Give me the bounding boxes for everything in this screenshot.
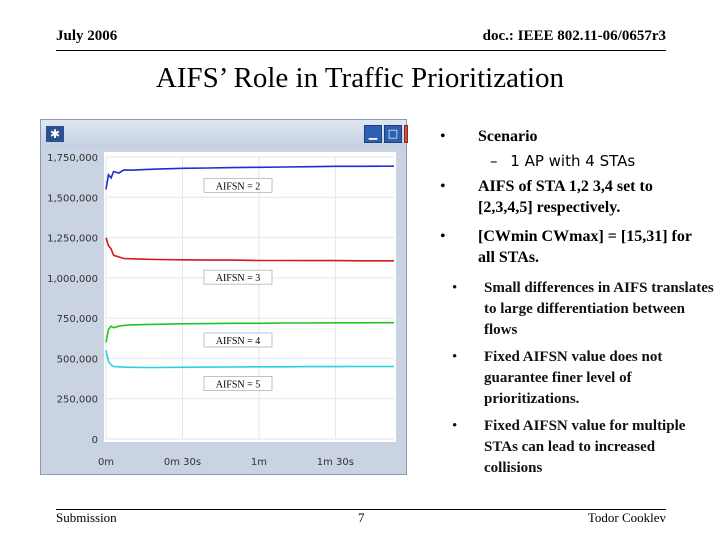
- x-tick-label: 0m: [98, 457, 114, 468]
- header-date: July 2006: [56, 28, 118, 44]
- bullet-icon: •: [452, 280, 458, 296]
- series-label-box: [203, 177, 273, 193]
- throughput-chart: 1,750,000 1,500,000 1,250,000 1,000,000 750,…: [47, 152, 396, 468]
- footer-author: Todor Cooklev: [587, 510, 666, 525]
- star-icon: ✱: [46, 126, 64, 142]
- series-label-text: AIFSN = 5: [216, 379, 261, 390]
- series-label-box: [203, 269, 273, 285]
- dash-icon: –: [490, 152, 498, 170]
- y-tick-label: 250,000: [57, 395, 98, 406]
- series-label-4: AIFSN = 5: [203, 376, 273, 391]
- bullet-aifs-text: AIFS of STA 1,2 3,4 set to [2,3,4,5] res…: [478, 178, 653, 216]
- y-tick-label: 500,000: [57, 354, 98, 365]
- bullet-fixed-aifsn-text: Fixed AIFSN value does not guarantee fin…: [484, 349, 663, 407]
- series-line-3: [105, 321, 395, 343]
- chart-window-titlebar[interactable]: ✱ ▁ □: [41, 120, 408, 148]
- bullet-collisions-text: Fixed AIFSN value for multiple STAs can …: [484, 418, 686, 476]
- footer-submission: Submission: [56, 510, 117, 525]
- series-label-1: AIFSN = 2: [203, 177, 273, 193]
- y-tick-label: 750,000: [57, 314, 98, 325]
- footer-page-number: 7: [358, 510, 365, 525]
- y-tick-label: 1,750,000: [47, 153, 98, 164]
- close-icon[interactable]: [404, 125, 408, 143]
- plot-background: [104, 152, 396, 442]
- slide-title: AIFS’ Role in Traffic Prioritization: [155, 62, 565, 94]
- y-tick-label: 1,250,000: [47, 234, 98, 245]
- x-tick-label: 0m 30s: [164, 457, 201, 468]
- series-label-text: AIFSN = 4: [216, 336, 261, 347]
- bullet-scenario-text: Scenario: [478, 128, 538, 145]
- bullet-icon: •: [452, 418, 458, 434]
- bullet-icon: •: [440, 128, 446, 145]
- series-line-2: [105, 237, 394, 262]
- series-label-text: AIFSN = 3: [216, 273, 261, 284]
- series-label-box: [203, 376, 273, 391]
- sub-bullet-text: 1 AP with 4 STAs: [510, 152, 636, 170]
- series-line-4: [105, 350, 394, 369]
- y-tick-label: 0: [92, 435, 98, 446]
- minimize-icon[interactable]: ▁: [364, 125, 382, 143]
- bullet-small-differences-text: Small differences in AIFS translates to …: [484, 280, 714, 338]
- y-tick-label: 1,000,000: [47, 274, 98, 285]
- footer-divider: [56, 509, 666, 510]
- bullet-cw-text: [CWmin CWmax] = [15,31] for all STAs.: [478, 228, 692, 266]
- series-line-1: [105, 165, 395, 190]
- series-label-2: AIFSN = 3: [203, 269, 273, 285]
- header-doc-id: doc.: IEEE 802.11-06/0657r3: [482, 28, 666, 44]
- x-tick-label: 1m 30s: [317, 457, 354, 468]
- y-tick-label: 1,500,000: [47, 193, 98, 204]
- series-label-text: AIFSN = 2: [216, 181, 261, 192]
- bullet-icon: •: [440, 228, 446, 245]
- bullet-icon: •: [440, 178, 446, 195]
- series-label-3: AIFSN = 4: [203, 332, 273, 348]
- sub-bullet-scenario: – 1 AP with 4 STAs: [490, 152, 635, 170]
- maximize-icon[interactable]: □: [384, 125, 402, 143]
- header-divider: [56, 50, 666, 51]
- bullet-icon: •: [452, 349, 458, 365]
- chart-window: ✱ ▁ □ 1,750,000 1,500,000 1,250,000 1,000,0…: [40, 119, 408, 475]
- series-label-box: [203, 332, 273, 348]
- x-tick-label: 1m: [251, 457, 267, 468]
